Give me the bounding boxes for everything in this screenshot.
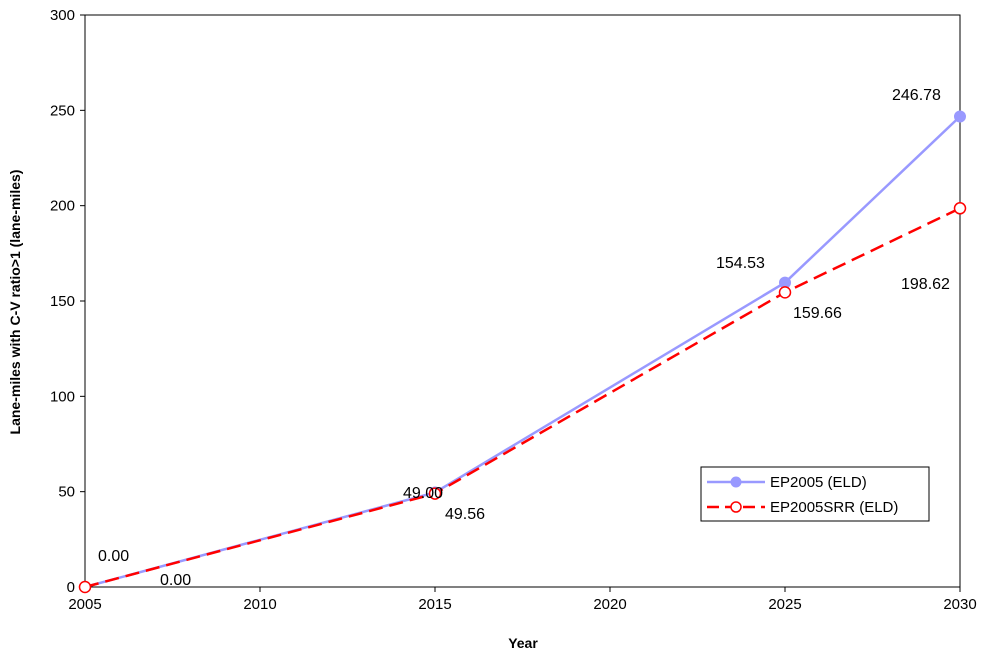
x-tick-label: 2010: [243, 596, 276, 613]
data-label: 0.00: [98, 548, 129, 565]
y-tick-label: 250: [50, 102, 75, 119]
x-tick-label: 2020: [593, 596, 626, 613]
data-label: 49.56: [445, 506, 485, 523]
y-tick-label: 100: [50, 388, 75, 405]
y-tick-label: 50: [58, 484, 75, 501]
point-ep2005srr: [953, 202, 967, 215]
point-ep2005srr: [778, 286, 792, 299]
x-tick-label: 2025: [768, 596, 801, 613]
y-tick-label: 0: [67, 579, 75, 596]
data-label: 154.53: [716, 255, 765, 272]
x-tick-label: 2030: [943, 596, 976, 613]
data-label: 159.66: [793, 305, 842, 322]
y-tick-label: 150: [50, 293, 75, 310]
data-label: 49.00: [403, 485, 443, 502]
legend-box: [700, 466, 930, 522]
y-tick-label: 200: [50, 198, 75, 215]
legend-marker-ep2005srr: [730, 501, 742, 513]
data-label: 198.62: [901, 276, 950, 293]
point-ep2005srr: [78, 580, 92, 594]
x-tick-label: 2005: [68, 596, 101, 613]
legend-label-ep2005srr: EP2005SRR (ELD): [770, 499, 898, 516]
data-label: 0.00: [160, 572, 191, 589]
point-ep2005srr: [428, 487, 442, 500]
series-line-ep2005srr: [84, 207, 961, 589]
y-tick-label: 300: [50, 7, 75, 24]
point-ep2005: [954, 110, 966, 123]
data-label: 246.78: [892, 87, 941, 104]
legend-marker-ep2005: [730, 476, 742, 488]
legend-label-ep2005: EP2005 (ELD): [770, 474, 867, 491]
x-tick-label: 2015: [418, 596, 451, 613]
x-axis-title: Year: [508, 635, 538, 651]
y-axis-title: Lane-miles with C-V ratio>1 (lane-miles): [7, 170, 23, 435]
legend: EP2005 (ELD) EP2005SRR (ELD): [700, 466, 930, 522]
